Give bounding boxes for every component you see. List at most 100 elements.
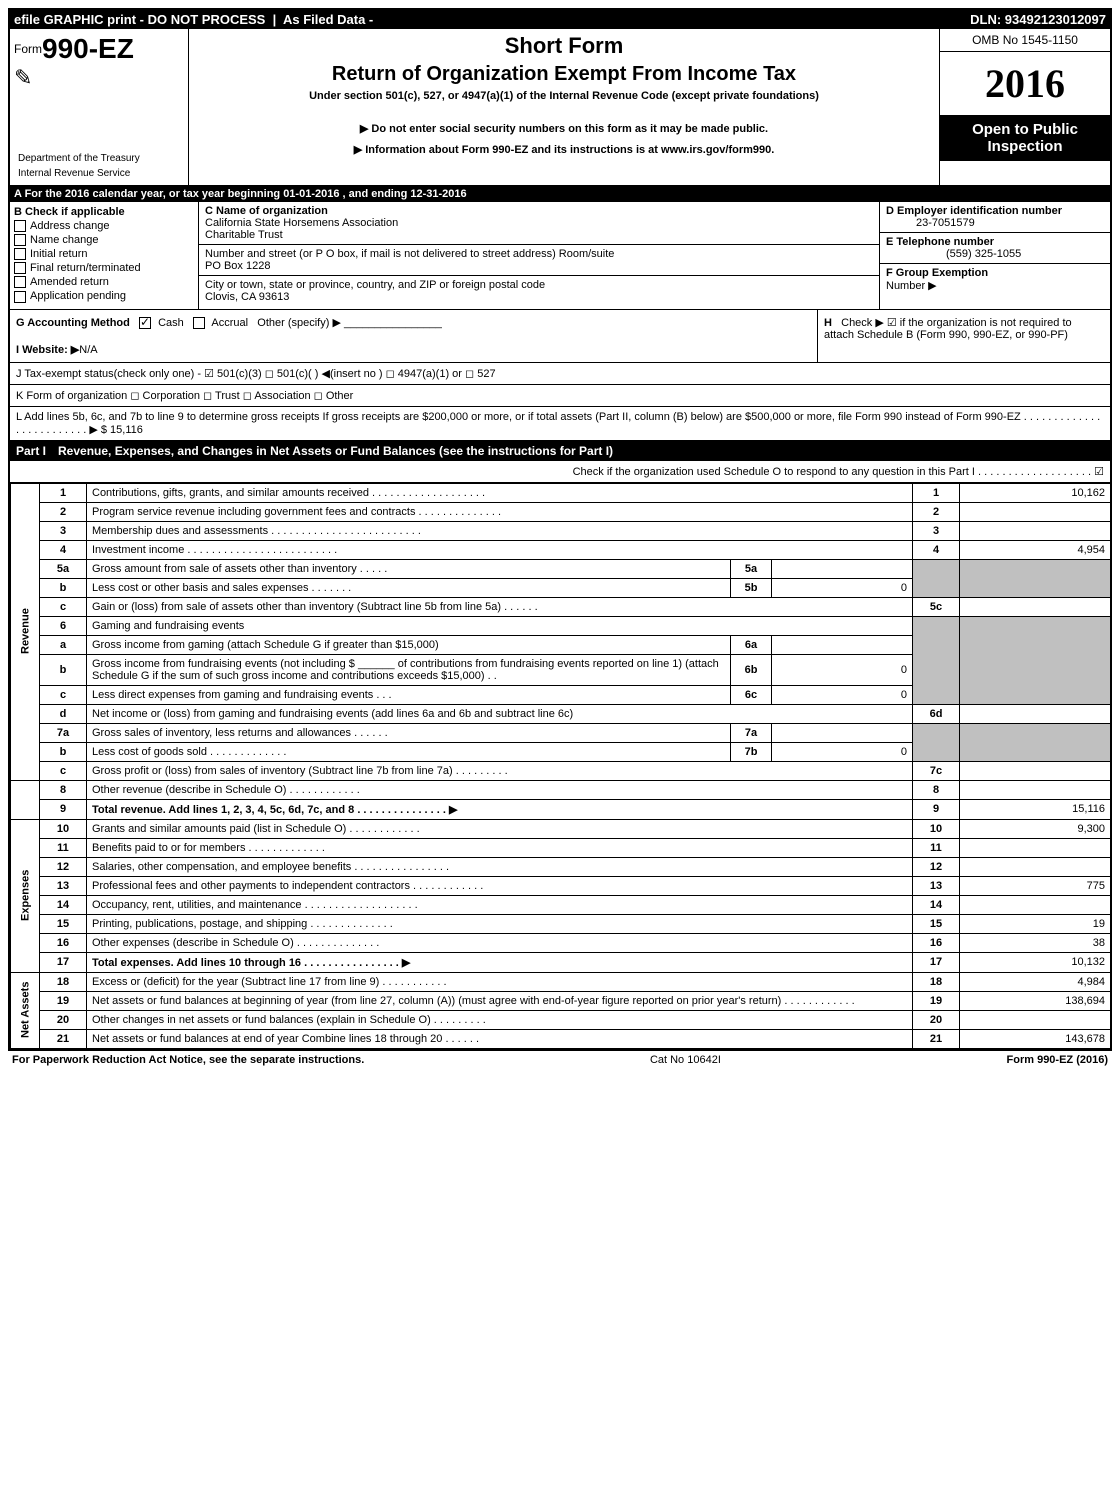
inspection-box: Open to Public Inspection xyxy=(940,115,1110,161)
check-cash[interactable] xyxy=(139,317,151,329)
line-9-rn: 9 xyxy=(913,799,960,819)
line-18-num: 18 xyxy=(40,972,87,991)
col-d-identifiers: D Employer identification number 23-7051… xyxy=(880,202,1110,309)
line-1-val: 10,162 xyxy=(960,483,1111,502)
top-bar: efile GRAPHIC print - DO NOT PROCESS | A… xyxy=(10,10,1110,29)
line-3-rn: 3 xyxy=(913,521,960,540)
line-7b-num: b xyxy=(40,742,87,761)
revenue-vlabel: Revenue xyxy=(11,483,40,780)
org-city-block: City or town, state or province, country… xyxy=(199,276,879,306)
tax-year: 2016 xyxy=(940,52,1110,115)
line-5b-mv: 0 xyxy=(772,578,913,597)
line-4-num: 4 xyxy=(40,540,87,559)
line-12-val xyxy=(960,857,1111,876)
row-g-accounting: G Accounting Method Cash Accrual Other (… xyxy=(10,310,817,362)
subtitle: Under section 501(c), 527, or 4947(a)(1)… xyxy=(193,90,935,102)
line-14-val xyxy=(960,895,1111,914)
line-16-desc: Other expenses (describe in Schedule O) … xyxy=(87,933,913,952)
line-4-desc: Investment income . . . . . . . . . . . … xyxy=(87,540,913,559)
row-j-tax-exempt: J Tax-exempt status(check only one) - ☑ … xyxy=(10,363,1110,385)
line-5a-mv xyxy=(772,559,913,578)
line-21-desc: Net assets or fund balances at end of ye… xyxy=(87,1029,913,1048)
line-7b-desc: Less cost of goods sold . . . . . . . . … xyxy=(87,742,731,761)
omb-number: OMB No 1545-1150 xyxy=(940,29,1110,52)
form-990ez: efile GRAPHIC print - DO NOT PROCESS | A… xyxy=(8,8,1112,1051)
line-11-val xyxy=(960,838,1111,857)
open-to-public: Open to Public xyxy=(946,121,1104,138)
section-bcdef: B Check if applicable Address change Nam… xyxy=(10,202,1110,310)
line-6-shade xyxy=(913,616,960,704)
row-a-tax-year: A For the 2016 calendar year, or tax yea… xyxy=(10,186,1110,202)
line-6c-desc: Less direct expenses from gaming and fun… xyxy=(87,685,731,704)
line-11-num: 11 xyxy=(40,838,87,857)
line-5c-desc: Gain or (loss) from sale of assets other… xyxy=(87,597,913,616)
line-15-num: 15 xyxy=(40,914,87,933)
h-label: H xyxy=(824,317,832,329)
line-6-num: 6 xyxy=(40,616,87,635)
line-6b-num: b xyxy=(40,654,87,685)
line-5b-mn: 5b xyxy=(731,578,772,597)
line-11-rn: 11 xyxy=(913,838,960,857)
line-13-desc: Professional fees and other payments to … xyxy=(87,876,913,895)
line-6-shade-val xyxy=(960,616,1111,704)
line-1-rn: 1 xyxy=(913,483,960,502)
line-18-desc: Excess or (deficit) for the year (Subtra… xyxy=(87,972,913,991)
line-6d-desc: Net income or (loss) from gaming and fun… xyxy=(87,704,913,723)
title-row: Form990-EZ ✎ Department of the Treasury … xyxy=(10,29,1110,186)
line-15-val: 19 xyxy=(960,914,1111,933)
footer-mid: Cat No 10642I xyxy=(650,1054,721,1066)
line-13-num: 13 xyxy=(40,876,87,895)
line-5a-mn: 5a xyxy=(731,559,772,578)
footer-right: Form 990-EZ (2016) xyxy=(1007,1054,1108,1066)
row-l-gross-receipts: L Add lines 5b, 6c, and 7b to line 9 to … xyxy=(10,407,1110,441)
line-7b-mv: 0 xyxy=(772,742,913,761)
check-address-change[interactable]: Address change xyxy=(14,220,194,232)
check-initial-return[interactable]: Initial return xyxy=(14,248,194,260)
line-21-num: 21 xyxy=(40,1029,87,1048)
line-15-desc: Printing, publications, postage, and shi… xyxy=(87,914,913,933)
line-1-num: 1 xyxy=(40,483,87,502)
org-name-block: C Name of organization California State … xyxy=(199,202,879,245)
line-3-num: 3 xyxy=(40,521,87,540)
line-7a-mn: 7a xyxy=(731,723,772,742)
website-value: N/A xyxy=(79,344,97,356)
line-16-val: 38 xyxy=(960,933,1111,952)
line-6c-mn: 6c xyxy=(731,685,772,704)
form-prefix: Form xyxy=(14,42,42,56)
part-1-label: Part I xyxy=(16,444,58,458)
line-2-num: 2 xyxy=(40,502,87,521)
line-10-num: 10 xyxy=(40,819,87,838)
part-1-header: Part I Revenue, Expenses, and Changes in… xyxy=(10,441,1110,461)
line-19-num: 19 xyxy=(40,991,87,1010)
line-6b-desc: Gross income from fundraising events (no… xyxy=(87,654,731,685)
line-19-val: 138,694 xyxy=(960,991,1111,1010)
form-number-box: Form990-EZ ✎ Department of the Treasury … xyxy=(10,29,189,185)
org-address-block: Number and street (or P O box, if mail i… xyxy=(199,245,879,276)
org-name-1: California State Horsemens Association xyxy=(205,217,398,229)
line-7b-mn: 7b xyxy=(731,742,772,761)
line-5ab-shade xyxy=(913,559,960,597)
accounting-label: G Accounting Method xyxy=(16,317,130,329)
line-5a-num: 5a xyxy=(40,559,87,578)
footer-left: For Paperwork Reduction Act Notice, see … xyxy=(12,1054,364,1066)
check-final-return[interactable]: Final return/terminated xyxy=(14,262,194,274)
line-6d-num: d xyxy=(40,704,87,723)
accrual-label: Accrual xyxy=(211,317,248,329)
line-17-num: 17 xyxy=(40,952,87,972)
line-5b-desc: Less cost or other basis and sales expen… xyxy=(87,578,731,597)
line-2-desc: Program service revenue including govern… xyxy=(87,502,913,521)
check-name-change[interactable]: Name change xyxy=(14,234,194,246)
line-7a-desc: Gross sales of inventory, less returns a… xyxy=(87,723,731,742)
line-12-desc: Salaries, other compensation, and employ… xyxy=(87,857,913,876)
check-accrual[interactable] xyxy=(193,317,205,329)
title-right: OMB No 1545-1150 2016 Open to Public Ins… xyxy=(939,29,1110,185)
row-i-website-label: I Website: ▶ xyxy=(16,344,79,356)
check-amended[interactable]: Amended return xyxy=(14,276,194,288)
org-name-2: Charitable Trust xyxy=(205,229,283,241)
check-application-pending[interactable]: Application pending xyxy=(14,290,194,302)
line-6b-mv: 0 xyxy=(772,654,913,685)
main-title: Return of Organization Exempt From Incom… xyxy=(193,63,935,86)
ein-value: 23-7051579 xyxy=(886,217,975,229)
line-6a-mn: 6a xyxy=(731,635,772,654)
line-11-desc: Benefits paid to or for members . . . . … xyxy=(87,838,913,857)
